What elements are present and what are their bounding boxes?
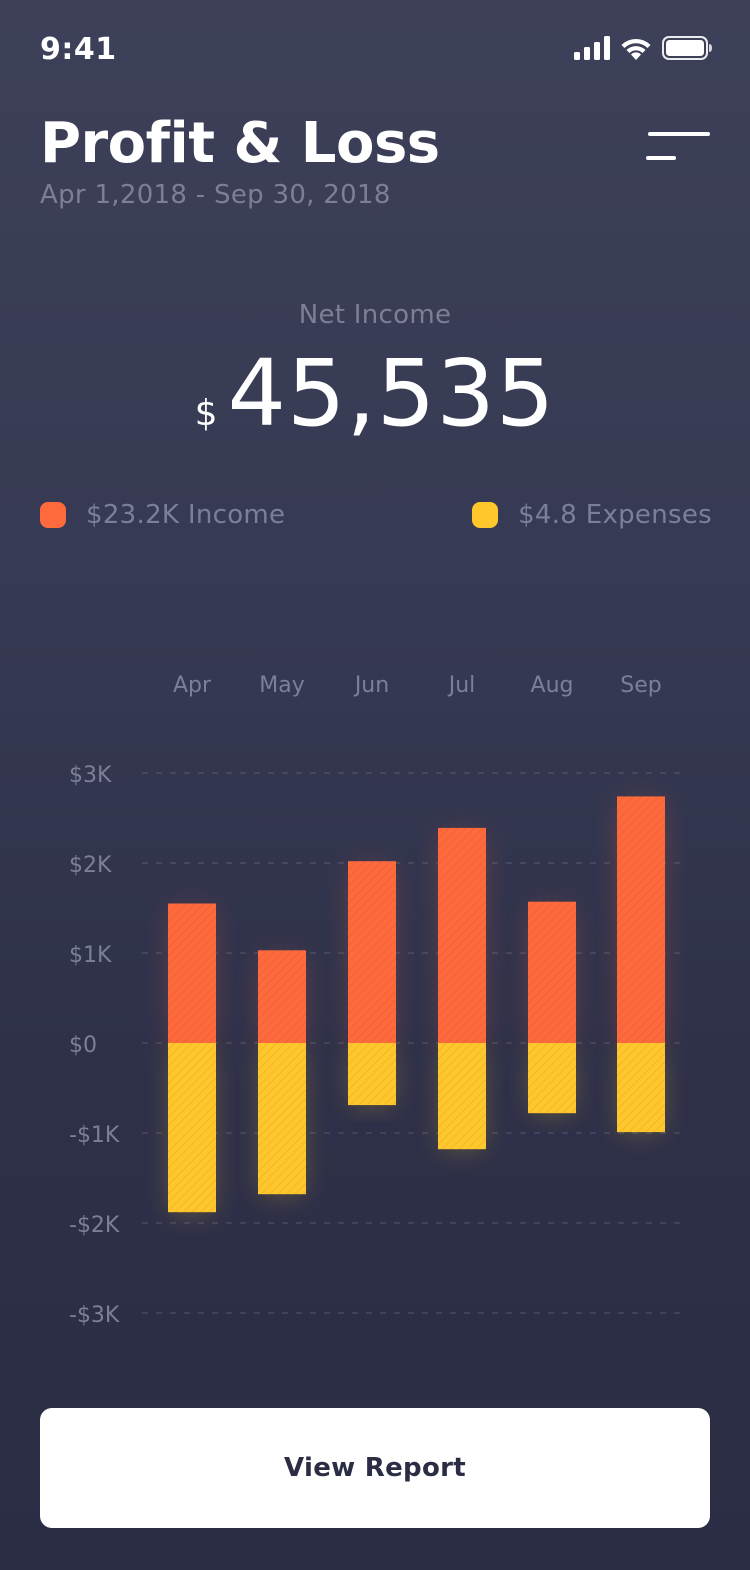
date-range: Apr 1,2018 - Sep 30, 2018: [40, 180, 391, 210]
category-label: Jul: [447, 673, 476, 698]
income-bar-texture: [348, 861, 396, 1043]
battery-icon: [662, 36, 712, 60]
chart-bar-glow: [172, 804, 661, 1213]
y-tick-label: $3K: [69, 763, 112, 788]
income-bar-texture: [617, 796, 665, 1043]
y-tick-label: $2K: [69, 853, 112, 878]
expenses-swatch: [472, 502, 499, 528]
status-bar: 9:41: [0, 0, 750, 100]
status-time: 9:41: [40, 32, 117, 67]
chart-grid: [142, 772, 682, 1314]
menu-bar-long: [648, 132, 710, 136]
wifi-icon: [621, 38, 651, 60]
legend-expenses: $4.8 Expenses: [472, 500, 712, 530]
chart-legend: $23.2K Income $4.8 Expenses: [40, 500, 712, 540]
income-bar-texture: [528, 901, 576, 1043]
expenses-bar-texture: [348, 1043, 396, 1106]
expenses-bar-texture: [438, 1043, 486, 1150]
category-label: Sep: [620, 673, 661, 698]
category-label: Jun: [353, 673, 389, 698]
net-income-amount: 45,535: [227, 340, 556, 447]
income-bar-texture: [438, 827, 486, 1043]
net-income-label: Net Income: [298, 300, 452, 330]
income-bar-texture: [258, 950, 306, 1043]
y-tick-label: -$2K: [69, 1213, 120, 1238]
category-label: Aug: [531, 673, 574, 698]
y-tick-label: -$3K: [69, 1303, 120, 1328]
chart-labels: $3K $2K $1K $0 -$1K -$2K -$3K Apr May Jun Jul Aug Se…: [69, 673, 662, 1328]
income-bar-texture: [168, 903, 216, 1043]
expenses-bar-texture: [258, 1043, 306, 1195]
profit-loss-chart: $3K $2K $1K $0 -$1K -$2K -$3K Apr May Jun Jul Aug Se…: [0, 640, 750, 1340]
cellular-signal-icon: [574, 36, 610, 60]
currency-symbol: $: [194, 393, 218, 434]
hamburger-menu-icon[interactable]: [646, 128, 710, 168]
chart-svg: $3K $2K $1K $0 -$1K -$2K -$3K Apr May Jun Jul Aug Se…: [69, 673, 682, 1328]
net-income-value: $45,535: [0, 340, 750, 447]
menu-bar-short: [646, 156, 676, 160]
income-swatch: [40, 502, 66, 528]
legend-income-label: $23.2K Income: [86, 500, 286, 530]
category-label: May: [259, 673, 304, 698]
legend-income: $23.2K Income: [40, 500, 285, 530]
expenses-bar-texture: [617, 1043, 665, 1133]
category-label: Apr: [173, 673, 212, 698]
page-header: Profit & Loss Apr 1,2018 - Sep 30, 2018: [40, 110, 710, 210]
view-report-button[interactable]: View Report: [40, 1408, 710, 1528]
y-tick-label: $1K: [69, 943, 112, 968]
y-tick-label: $0: [69, 1033, 97, 1058]
page-title: Profit & Loss: [40, 111, 440, 176]
status-icons: [574, 36, 712, 60]
legend-expenses-label: $4.8 Expenses: [518, 500, 712, 530]
y-tick-label: -$1K: [69, 1123, 120, 1148]
expenses-bar-texture: [168, 1043, 216, 1213]
chart-bars: [168, 796, 665, 1213]
expenses-bar-texture: [528, 1043, 576, 1114]
